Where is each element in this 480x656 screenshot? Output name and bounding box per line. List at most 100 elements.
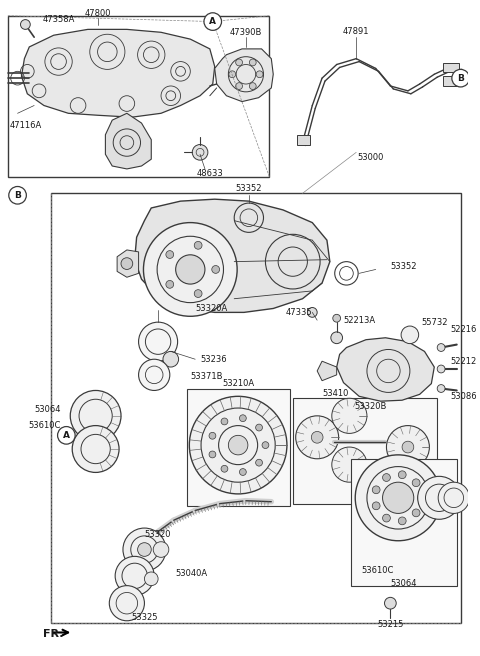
Circle shape: [9, 186, 26, 204]
Circle shape: [402, 441, 414, 453]
Circle shape: [256, 459, 263, 466]
Circle shape: [192, 144, 208, 160]
Circle shape: [240, 415, 246, 422]
Circle shape: [212, 266, 219, 274]
Polygon shape: [317, 361, 336, 380]
Circle shape: [228, 436, 248, 455]
Text: 48633: 48633: [196, 169, 223, 178]
Bar: [293, 398, 437, 504]
Circle shape: [123, 528, 166, 571]
Circle shape: [115, 556, 154, 596]
Circle shape: [236, 59, 242, 66]
Text: 53086: 53086: [451, 392, 478, 401]
Text: 53610C: 53610C: [361, 565, 394, 575]
Text: 53040A: 53040A: [176, 569, 208, 579]
Text: 47390B: 47390B: [230, 28, 262, 37]
Circle shape: [418, 476, 461, 520]
Text: B: B: [14, 191, 21, 200]
Bar: [443, 76, 459, 86]
Text: 53064: 53064: [34, 405, 60, 415]
Text: 47116A: 47116A: [10, 121, 42, 129]
Circle shape: [166, 251, 174, 258]
Polygon shape: [22, 30, 215, 117]
Circle shape: [72, 426, 119, 472]
Circle shape: [412, 509, 420, 517]
Circle shape: [438, 482, 469, 514]
Circle shape: [386, 426, 430, 468]
Circle shape: [21, 20, 30, 30]
Circle shape: [138, 543, 151, 556]
Polygon shape: [106, 113, 151, 169]
Circle shape: [166, 281, 174, 288]
Circle shape: [209, 432, 216, 439]
Circle shape: [236, 83, 242, 89]
Circle shape: [139, 359, 170, 390]
Text: 53210A: 53210A: [222, 379, 254, 388]
Polygon shape: [117, 250, 139, 277]
Circle shape: [144, 572, 158, 586]
Circle shape: [153, 542, 169, 558]
Circle shape: [163, 352, 179, 367]
Text: 52213A: 52213A: [344, 316, 376, 325]
Text: 53320: 53320: [144, 531, 171, 539]
Circle shape: [139, 322, 178, 361]
Bar: [8, 16, 269, 176]
Circle shape: [401, 326, 419, 344]
Circle shape: [240, 468, 246, 476]
Circle shape: [312, 432, 323, 443]
Bar: [187, 388, 290, 506]
Circle shape: [256, 424, 263, 431]
Bar: [351, 459, 457, 586]
Circle shape: [372, 486, 380, 494]
Circle shape: [437, 344, 445, 352]
Circle shape: [58, 426, 75, 444]
Circle shape: [331, 332, 343, 344]
Text: 52216: 52216: [451, 325, 477, 335]
Bar: [51, 194, 461, 623]
Circle shape: [383, 482, 414, 514]
Circle shape: [452, 70, 469, 87]
Circle shape: [109, 586, 144, 621]
Circle shape: [296, 416, 338, 459]
Circle shape: [355, 455, 441, 541]
Circle shape: [221, 418, 228, 425]
Circle shape: [194, 241, 202, 249]
Circle shape: [229, 71, 236, 77]
Text: 47891: 47891: [343, 27, 370, 36]
Text: 53371B: 53371B: [190, 373, 223, 381]
Text: FR.: FR.: [43, 630, 63, 640]
Circle shape: [437, 365, 445, 373]
Text: 55732: 55732: [421, 318, 448, 327]
Circle shape: [418, 494, 425, 502]
Circle shape: [144, 222, 237, 316]
Bar: [297, 134, 311, 144]
Text: 52212: 52212: [451, 357, 477, 365]
Circle shape: [249, 83, 256, 89]
Text: 53064: 53064: [390, 579, 417, 588]
Circle shape: [412, 479, 420, 487]
Circle shape: [189, 396, 287, 494]
Circle shape: [209, 451, 216, 458]
Text: 53325: 53325: [131, 613, 158, 623]
Text: B: B: [457, 73, 464, 83]
Circle shape: [194, 290, 202, 297]
Circle shape: [307, 308, 317, 318]
Text: 53320B: 53320B: [355, 401, 387, 411]
Circle shape: [332, 398, 367, 434]
Polygon shape: [336, 338, 434, 401]
Circle shape: [256, 71, 263, 77]
Circle shape: [332, 447, 367, 482]
Text: 53352: 53352: [390, 262, 417, 271]
Text: 53610C: 53610C: [28, 421, 60, 430]
Circle shape: [383, 474, 390, 482]
Text: 47358A: 47358A: [43, 15, 75, 24]
Circle shape: [333, 314, 341, 322]
Circle shape: [70, 390, 121, 441]
Circle shape: [398, 517, 406, 525]
Circle shape: [372, 502, 380, 510]
Text: 53000: 53000: [358, 153, 384, 162]
Circle shape: [176, 255, 205, 284]
Text: A: A: [209, 17, 216, 26]
Text: 47335: 47335: [286, 308, 312, 317]
Text: 53352: 53352: [236, 184, 262, 193]
